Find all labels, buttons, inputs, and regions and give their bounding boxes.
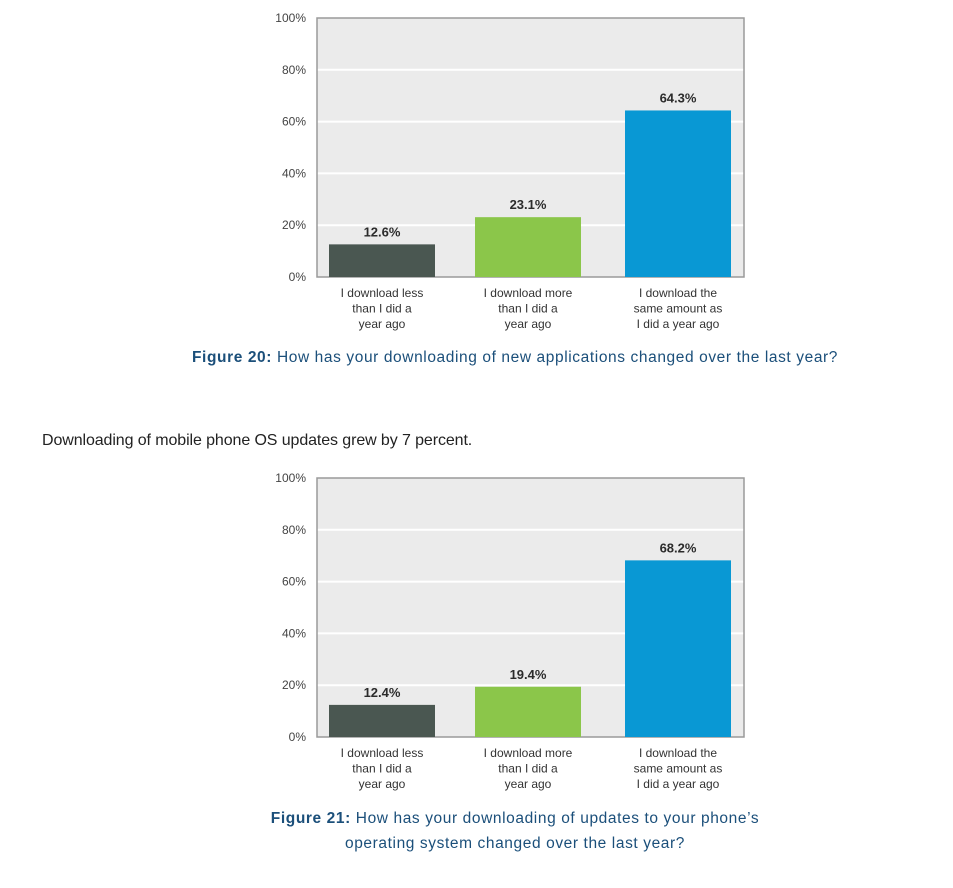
x-category-label: I did a year ago (637, 777, 720, 791)
figure-20-caption-prefix: Figure 20: (191, 349, 273, 366)
y-tick-label: 100% (275, 11, 306, 25)
chart-figure-20: 0% 20% 40% 60% 80% 100% 12.6% I download less th… (275, 11, 745, 331)
chart-figure-21: 0% 20% 40% 60% 80% 100% 12.4% I download less th… (275, 471, 745, 791)
y-tick-label: 40% (282, 166, 306, 180)
bar-value-label: 12.6% (364, 224, 401, 239)
x-category-label: than I did a (352, 762, 412, 776)
y-tick-label: 60% (282, 115, 306, 129)
x-category-label: I download less (341, 746, 424, 760)
y-tick-label: 0% (289, 730, 307, 744)
figure-21-caption-text-line1: How has your downloading of updates to y… (355, 810, 760, 827)
y-tick-label: 100% (275, 471, 306, 485)
bar (329, 704, 435, 737)
x-category-label: than I did a (498, 302, 558, 316)
y-tick-label: 40% (282, 626, 306, 640)
bar-value-label: 68.2% (660, 540, 697, 555)
bar-value-label: 23.1% (510, 197, 547, 212)
x-category-label: I download less (341, 286, 424, 300)
figure-20-caption-text: How has your downloading of new applicat… (276, 349, 839, 366)
figure-21-caption-line1: Figure 21: How has your downloading of u… (0, 806, 953, 831)
x-category-label: same amount as (634, 762, 723, 776)
x-category-label: I download the (639, 746, 717, 760)
bar-value-label: 12.4% (364, 685, 401, 700)
bar (625, 110, 731, 277)
x-category-label: year ago (505, 317, 552, 331)
y-tick-label: 80% (282, 523, 306, 537)
bar (329, 244, 435, 277)
x-category-label: I download the (639, 286, 717, 300)
x-category-label: year ago (359, 317, 406, 331)
figure-21-caption-prefix: Figure 21: (270, 810, 351, 827)
bar-value-label: 64.3% (660, 90, 697, 105)
figure-21-caption-text-line2: operating system changed over the last y… (344, 835, 686, 852)
y-tick-label: 60% (282, 575, 306, 589)
x-category-label: I did a year ago (637, 317, 720, 331)
body-paragraph: Downloading of mobile phone OS updates g… (42, 432, 473, 449)
x-category-label: I download more (484, 286, 573, 300)
figure-21-caption: Figure 21: How has your downloading of u… (0, 806, 953, 856)
bar-value-label: 19.4% (510, 667, 547, 682)
bar (475, 217, 581, 277)
y-tick-label: 20% (282, 218, 306, 232)
y-tick-label: 80% (282, 63, 306, 77)
bar (475, 686, 581, 737)
x-category-label: year ago (359, 777, 406, 791)
x-category-label: year ago (505, 777, 552, 791)
y-tick-label: 0% (289, 270, 307, 284)
figure-20-caption: Figure 20: How has your downloading of n… (0, 345, 953, 370)
bar (625, 560, 731, 737)
x-category-label: than I did a (352, 302, 412, 316)
x-category-label: same amount as (634, 302, 723, 316)
x-category-label: I download more (484, 746, 573, 760)
x-category-label: than I did a (498, 762, 558, 776)
y-tick-label: 20% (282, 678, 306, 692)
